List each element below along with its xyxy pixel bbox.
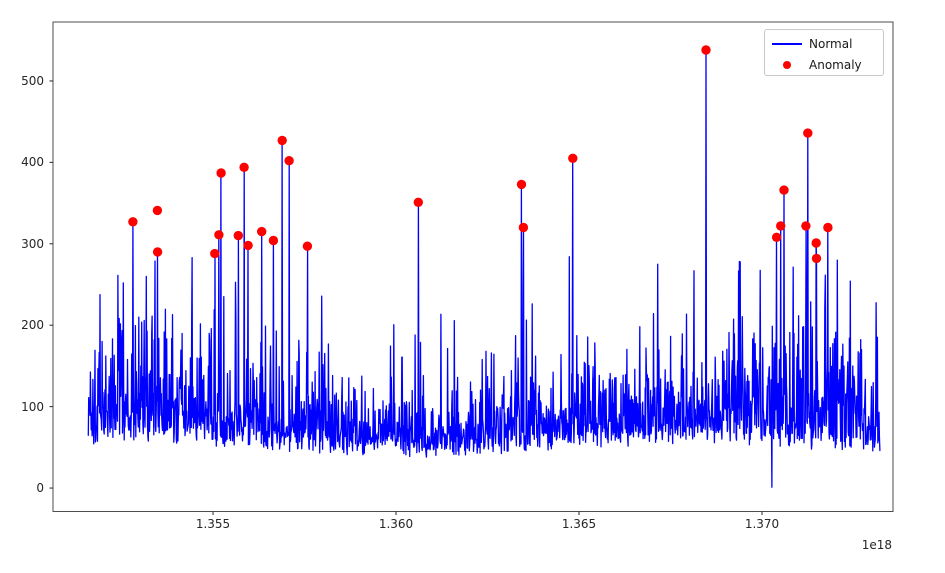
legend-entry-normal: Normal [765,33,883,54]
anomaly-point [152,247,163,257]
normal-series-line [87,49,881,488]
anomaly-point [214,230,224,240]
anomaly-dot-icon [765,60,809,69]
anomaly-point [776,221,786,231]
y-tick-label: 100 [21,399,44,414]
anomaly-point [811,238,821,248]
legend: Normal Anomaly [764,29,884,76]
anomaly-point [210,248,220,259]
anomaly-point [152,205,163,216]
y-tick-label: 300 [21,236,44,251]
anomaly-point [823,222,833,233]
anomaly-point [233,230,243,241]
anomaly-point [518,222,529,233]
legend-entry-anomaly: Anomaly [765,54,883,75]
anomaly-point [239,162,249,172]
y-tick-label: 400 [21,155,44,170]
x-tick-label: 1.365 [561,517,597,531]
normal-line-icon [765,42,809,45]
y-tick-label: 0 [36,481,44,496]
anomaly-point [771,232,782,242]
x-tick-label: 1.360 [378,517,414,531]
legend-label-normal: Normal [809,36,853,51]
anomaly-point [516,179,527,190]
axes-border [52,21,894,512]
anomaly-point [302,241,313,251]
anomaly-point [243,240,253,251]
x-tick-label: 1.370 [744,517,780,531]
anomaly-point [701,45,711,55]
x-axis-offset-label: 1e18 [861,538,892,552]
anomaly-point [268,235,279,246]
anomaly-point [413,197,423,207]
anomaly-point [216,168,226,178]
anomaly-point [801,221,811,231]
anomaly-point [277,135,287,146]
anomaly-point [284,156,294,166]
legend-label-anomaly: Anomaly [809,57,862,72]
y-tick-label: 500 [21,73,44,88]
anomaly-point [803,128,813,138]
anomaly-point [128,217,138,227]
anomaly-point [568,153,578,163]
x-tick-label: 1.355 [195,517,231,531]
anomaly-point [811,253,822,264]
y-tick-label: 200 [21,318,44,333]
anomaly-point [257,226,267,237]
anomaly-point [779,185,789,195]
